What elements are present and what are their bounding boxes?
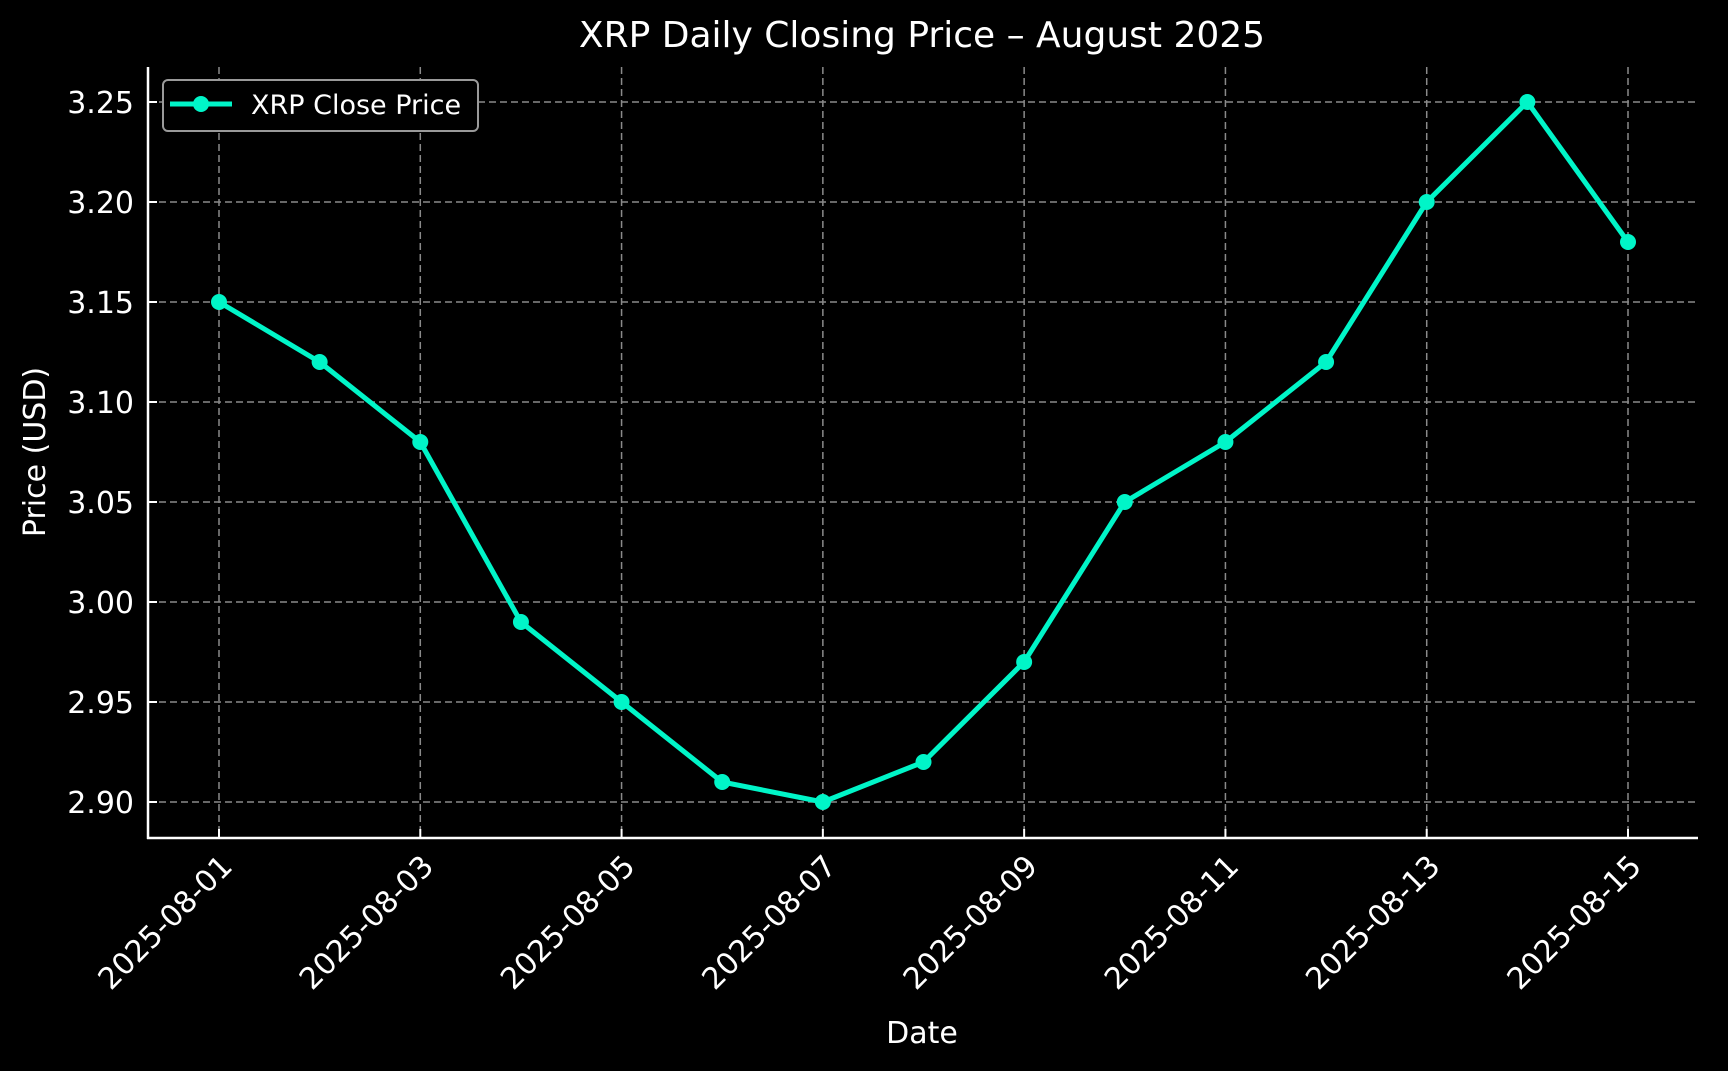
grid-lines <box>148 67 1698 838</box>
data-point-marker <box>814 794 831 810</box>
x-tick-label: 2025-08-01 <box>92 849 240 997</box>
legend-label: XRP Close Price <box>251 90 461 121</box>
x-axis-label: Date <box>886 1016 958 1051</box>
data-point-marker <box>714 774 731 790</box>
y-tick-label: 3.25 <box>67 86 134 121</box>
x-tick-label: 2025-08-05 <box>494 849 642 997</box>
x-tick-label: 2025-08-09 <box>897 849 1045 997</box>
y-tick-label: 2.90 <box>67 786 134 821</box>
axes-frame <box>146 67 1698 840</box>
data-point-marker <box>915 754 932 770</box>
x-axis-ticks: 2025-08-01 2025-08-03 2025-08-05 2025-08-07… <box>92 829 1649 997</box>
data-point-marker <box>311 354 328 370</box>
x-tick-label: 2025-08-15 <box>1501 849 1649 997</box>
y-axis-label: Price (USD) <box>18 367 53 537</box>
data-point-marker <box>1418 194 1435 210</box>
data-point-marker <box>613 694 630 710</box>
y-tick-label: 3.20 <box>67 186 134 221</box>
series-line <box>217 99 1631 805</box>
data-point-marker <box>412 434 429 450</box>
chart-title: XRP Daily Closing Price – August 2025 <box>579 15 1265 56</box>
data-point-marker <box>211 294 227 310</box>
legend: XRP Close Price <box>162 79 479 132</box>
y-tick-label: 3.00 <box>67 586 134 621</box>
x-tick-label: 2025-08-03 <box>293 849 441 997</box>
y-tick-label: 3.10 <box>67 386 134 421</box>
data-point-marker <box>1217 434 1234 450</box>
x-tick-label: 2025-08-07 <box>695 849 843 997</box>
legend-marker-icon <box>193 96 209 112</box>
series-xrp-close-price <box>211 94 1636 810</box>
y-tick-label: 2.95 <box>67 686 134 721</box>
x-tick-label: 2025-08-11 <box>1098 849 1246 997</box>
y-tick-label: 3.05 <box>67 486 134 521</box>
y-tick-label: 3.15 <box>67 286 134 321</box>
data-point-marker <box>1116 494 1133 510</box>
data-point-marker <box>1016 654 1033 670</box>
data-point-marker <box>1318 354 1335 370</box>
y-axis-ticks: 2.90 2.95 3.00 3.05 3.10 3.15 3.20 3.25 <box>67 86 157 821</box>
data-point-marker <box>1519 94 1536 110</box>
x-tick-label: 2025-08-13 <box>1299 849 1447 997</box>
data-point-marker <box>1620 234 1636 250</box>
data-point-marker <box>512 614 529 630</box>
